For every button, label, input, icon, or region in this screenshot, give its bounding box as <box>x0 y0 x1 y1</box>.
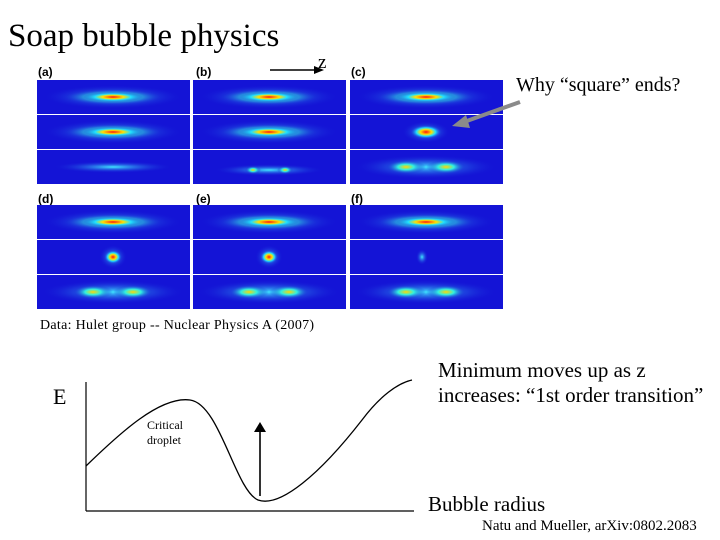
panel-label-a: (a) <box>38 65 53 79</box>
energy-axis-label: E <box>53 384 67 409</box>
energy-plot <box>85 379 414 512</box>
panel-label-e: (e) <box>196 192 211 206</box>
critical-droplet-label: Critical droplet <box>147 418 183 447</box>
question-text: Why “square” ends? <box>516 74 681 96</box>
density-strip <box>37 240 190 274</box>
density-strip <box>37 80 190 114</box>
panel-label-b: (b) <box>196 65 212 79</box>
density-strip <box>37 115 190 149</box>
density-strip <box>193 80 346 114</box>
z-axis-arrow <box>270 66 324 74</box>
density-strip <box>350 150 503 184</box>
bubble-radius-label: Bubble radius <box>428 492 546 516</box>
density-strip <box>350 115 503 149</box>
density-strip <box>350 205 503 239</box>
density-strip <box>350 275 503 309</box>
energy-curve <box>85 379 413 502</box>
density-strip <box>193 150 346 184</box>
panel-label-c: (c) <box>351 65 366 79</box>
density-strip <box>350 240 503 274</box>
density-strip <box>193 240 346 274</box>
reference-citation: Natu and Mueller, arXiv:0802.2083 <box>482 518 697 534</box>
density-strip <box>193 115 346 149</box>
panel-label-d: (d) <box>38 192 54 206</box>
z-axis-label: z <box>318 52 327 73</box>
panel-label-f: (f) <box>351 192 363 206</box>
density-strip <box>350 80 503 114</box>
density-strip <box>37 275 190 309</box>
data-caption: Data: Hulet group -- Nuclear Physics A (… <box>40 318 315 333</box>
density-strip <box>193 275 346 309</box>
slide-title: Soap bubble physics <box>8 18 280 54</box>
pointer-arrow <box>452 100 521 128</box>
density-strip <box>193 205 346 239</box>
minimum-note: Minimum moves up as z increases: “1st or… <box>438 358 704 407</box>
density-strip <box>37 205 190 239</box>
density-strip <box>37 150 190 184</box>
